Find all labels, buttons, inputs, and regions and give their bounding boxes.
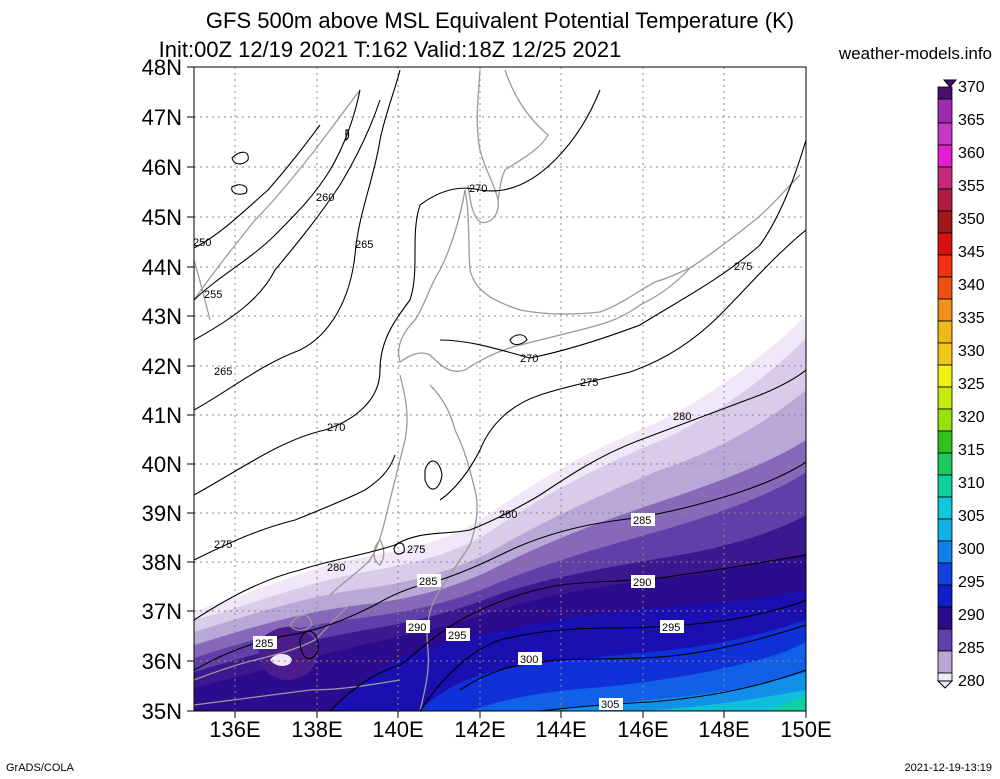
- contour-label: 285: [419, 576, 437, 588]
- contour-label: 275: [580, 377, 598, 389]
- contour-label: 250: [193, 237, 211, 249]
- lat-label: 42N: [141, 354, 182, 379]
- contour-label: 280: [327, 562, 345, 574]
- lat-label: 40N: [141, 452, 182, 477]
- contour-label: 280: [673, 411, 691, 423]
- colorbar-label: 350: [958, 211, 985, 228]
- lon-label: 146E: [617, 717, 669, 742]
- axis-ticks: [187, 66, 807, 718]
- colorbar-label: 300: [958, 541, 985, 558]
- colorbar-label: 325: [958, 376, 985, 393]
- theta-e-shading: [194, 316, 806, 711]
- contour-label: 270: [520, 353, 538, 365]
- colorbar-label: 285: [958, 640, 985, 657]
- colorbar-label: 320: [958, 409, 985, 426]
- contour-label-group: 250 255 260 265 265 270 270 270 275 275 …: [193, 183, 752, 711]
- contour-label: 305: [601, 699, 619, 711]
- contour-label: 260: [316, 192, 334, 204]
- colorbar-label: 360: [958, 145, 985, 162]
- lat-label: 36N: [141, 649, 182, 674]
- colorbar-label: 340: [958, 277, 985, 294]
- colorbar: [936, 79, 958, 689]
- colorbar-label: 345: [958, 244, 985, 261]
- contour-label: 280: [499, 509, 517, 521]
- contour-label: 285: [255, 638, 273, 650]
- colorbar-label: 330: [958, 343, 985, 360]
- lat-label: 43N: [141, 304, 182, 329]
- lon-label: 136E: [209, 717, 261, 742]
- contour-label: 295: [448, 630, 466, 642]
- contour-label: 265: [214, 366, 232, 378]
- lon-label: 144E: [535, 717, 587, 742]
- lat-label: 37N: [141, 599, 182, 624]
- contour-label: 290: [408, 622, 426, 634]
- contour-label: 290: [633, 577, 651, 589]
- contour-label: 300: [520, 654, 538, 666]
- colorbar-label: 370: [958, 79, 985, 96]
- lon-label: 148E: [698, 717, 750, 742]
- colorbar-label: 280: [958, 673, 985, 690]
- contour-label: 285: [633, 515, 651, 527]
- chart-title: GFS 500m above MSL Equivalent Potential …: [205, 8, 795, 33]
- footer-timestamp: 2021-12-19-13:19: [904, 762, 992, 774]
- colorbar-label: 315: [958, 442, 985, 459]
- lat-label: 45N: [141, 205, 182, 230]
- lat-label: 46N: [141, 155, 182, 180]
- contour-lines: [194, 69, 806, 711]
- site-credit: weather-models.info: [838, 44, 992, 63]
- chart-subtitle: Init:00Z 12/19 2021 T:162 Valid:18Z 12/2…: [158, 37, 622, 62]
- contour-label: 270: [469, 183, 487, 195]
- colorbar-label: 290: [958, 607, 985, 624]
- colorbar-label: 365: [958, 112, 985, 129]
- coastlines: [194, 69, 801, 711]
- contour-label: 275: [734, 261, 752, 273]
- lat-label: 35N: [141, 699, 182, 724]
- contour-label: 255: [204, 289, 222, 301]
- lat-label: 41N: [141, 403, 182, 428]
- footer-software: GrADS/COLA: [6, 762, 74, 774]
- map-frame: [193, 66, 807, 712]
- lat-label: 48N: [141, 55, 182, 80]
- colorbar-label: 310: [958, 475, 985, 492]
- contour-label: 295: [662, 622, 680, 634]
- colorbar-label: 335: [958, 310, 985, 327]
- lat-label: 47N: [141, 105, 182, 130]
- lon-label: 150E: [780, 717, 832, 742]
- lat-label: 44N: [141, 255, 182, 280]
- colorbar-label: 305: [958, 508, 985, 525]
- colorbar-label: 295: [958, 574, 985, 591]
- contour-label: 275: [407, 544, 425, 556]
- lon-label: 138E: [291, 717, 343, 742]
- lat-label: 38N: [141, 550, 182, 575]
- contour-label: 275: [214, 539, 232, 551]
- lon-label: 142E: [454, 717, 506, 742]
- lat-label: 39N: [141, 501, 182, 526]
- colorbar-label: 355: [958, 178, 985, 195]
- lon-label: 140E: [372, 717, 424, 742]
- contour-label: 270: [327, 422, 345, 434]
- contour-label: 265: [355, 239, 373, 251]
- graticule: [194, 67, 806, 711]
